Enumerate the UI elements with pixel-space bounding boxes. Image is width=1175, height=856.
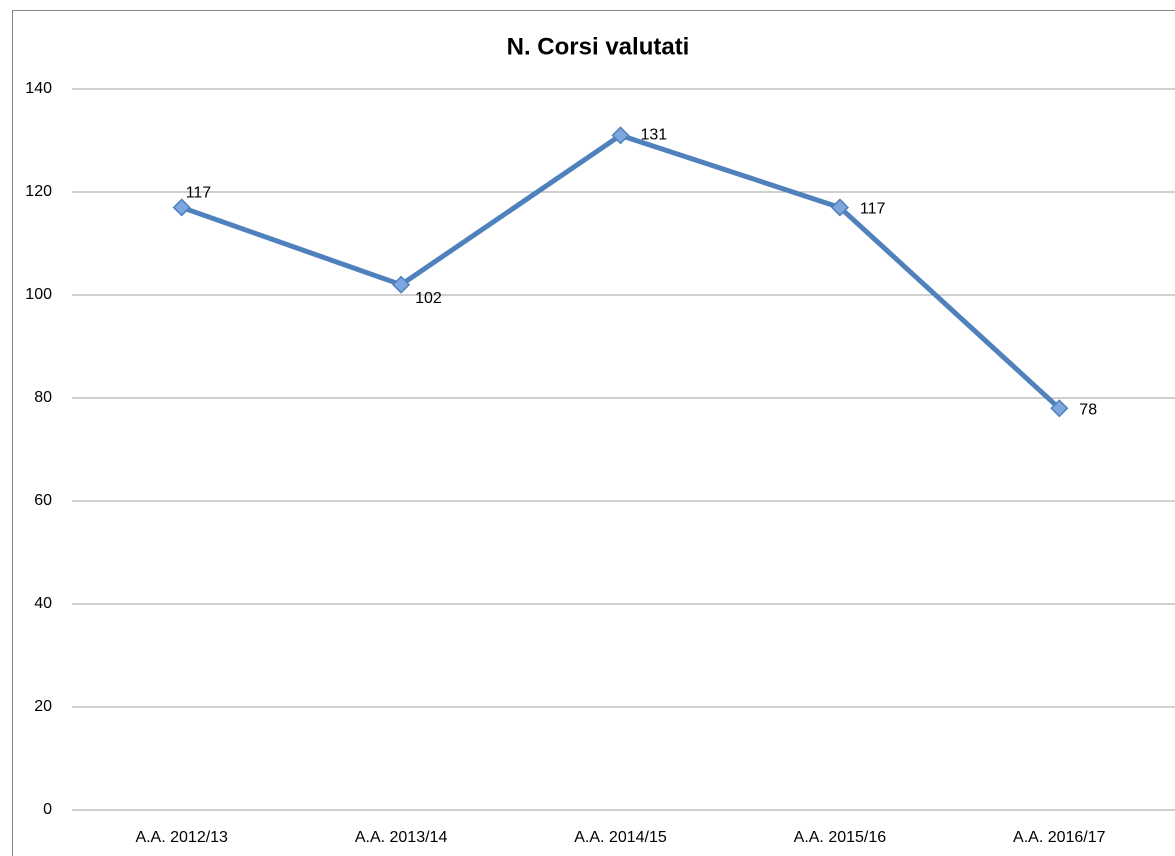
y-tick-label: 60 bbox=[34, 492, 52, 509]
x-tick-label: A.A. 2012/13 bbox=[135, 829, 228, 846]
x-tick-label: A.A. 2014/15 bbox=[574, 829, 667, 846]
data-label: 78 bbox=[1079, 402, 1097, 419]
y-tick-label: 120 bbox=[25, 183, 52, 200]
x-tick-label: A.A. 2015/16 bbox=[794, 829, 887, 846]
chart-title: N. Corsi valutati bbox=[507, 33, 690, 60]
chart-border bbox=[12, 10, 1175, 856]
y-tick-label: 20 bbox=[34, 698, 52, 715]
y-tick-label: 80 bbox=[34, 389, 52, 406]
data-label: 102 bbox=[415, 290, 442, 307]
marker bbox=[172, 198, 191, 217]
data-label: 131 bbox=[641, 127, 668, 144]
y-tick-label: 100 bbox=[25, 286, 52, 303]
marker bbox=[830, 198, 849, 217]
marker bbox=[611, 126, 630, 145]
x-tick-label: A.A. 2016/17 bbox=[1013, 829, 1106, 846]
marker bbox=[392, 275, 411, 294]
x-tick-label: A.A. 2013/14 bbox=[355, 829, 448, 846]
y-tick-label: 40 bbox=[34, 595, 52, 612]
y-tick-label: 0 bbox=[43, 801, 52, 818]
data-label: 117 bbox=[860, 201, 886, 218]
y-tick-label: 140 bbox=[25, 80, 52, 97]
marker bbox=[1050, 399, 1069, 418]
data-label: 117 bbox=[186, 185, 212, 202]
